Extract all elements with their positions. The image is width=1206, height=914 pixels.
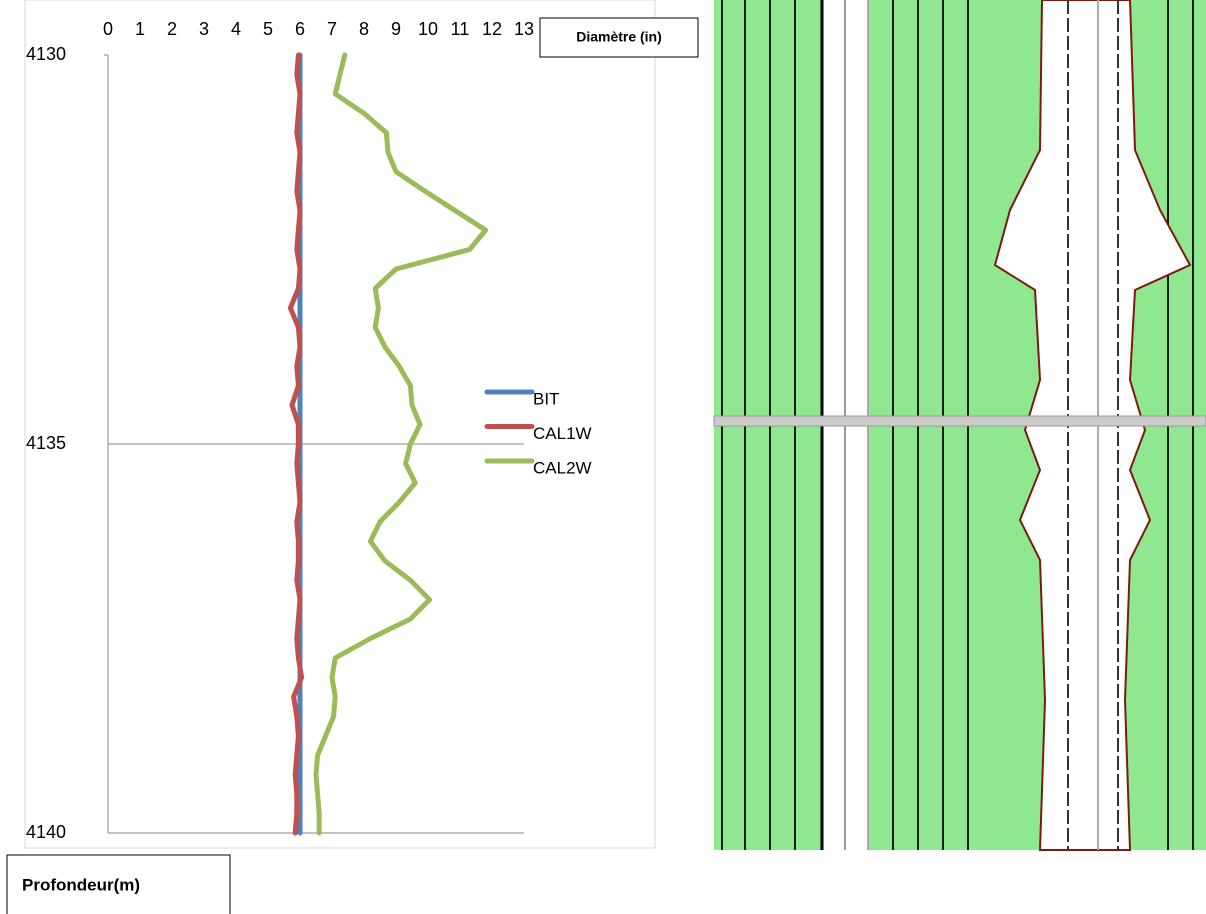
x-tick-label: 9 [391, 19, 401, 39]
x-tick-label: 10 [418, 19, 438, 39]
x-tick-label: 8 [359, 19, 369, 39]
x-tick-label: 12 [482, 19, 502, 39]
x-tick-label: 2 [167, 19, 177, 39]
y-axis-title: Profondeur(m) [22, 875, 140, 894]
log-image [714, 0, 1206, 850]
x-tick-label: 5 [263, 19, 273, 39]
legend-label: CAL2W [533, 458, 592, 477]
x-tick-label: 7 [327, 19, 337, 39]
chart: Diamètre (in) Profondeur(m) 012345678910… [0, 0, 1206, 914]
y-tick-label: 4130 [26, 44, 66, 64]
x-tick-label: 1 [135, 19, 145, 39]
x-tick-label: 4 [231, 19, 241, 39]
y-tick-label: 4135 [26, 433, 66, 453]
x-tick-label: 3 [199, 19, 209, 39]
x-tick-label: 0 [103, 19, 113, 39]
legend-label: BIT [533, 389, 559, 408]
y-tick-label: 4140 [26, 822, 66, 842]
page: {"chart_data": {"type": "line", "x_label… [0, 0, 1206, 914]
x-tick-label: 13 [514, 19, 534, 39]
legend-label: CAL1W [533, 424, 592, 443]
x-axis-title: Diamètre (in) [576, 29, 662, 45]
x-tick-label: 11 [451, 19, 470, 39]
x-tick-label: 6 [295, 19, 305, 39]
